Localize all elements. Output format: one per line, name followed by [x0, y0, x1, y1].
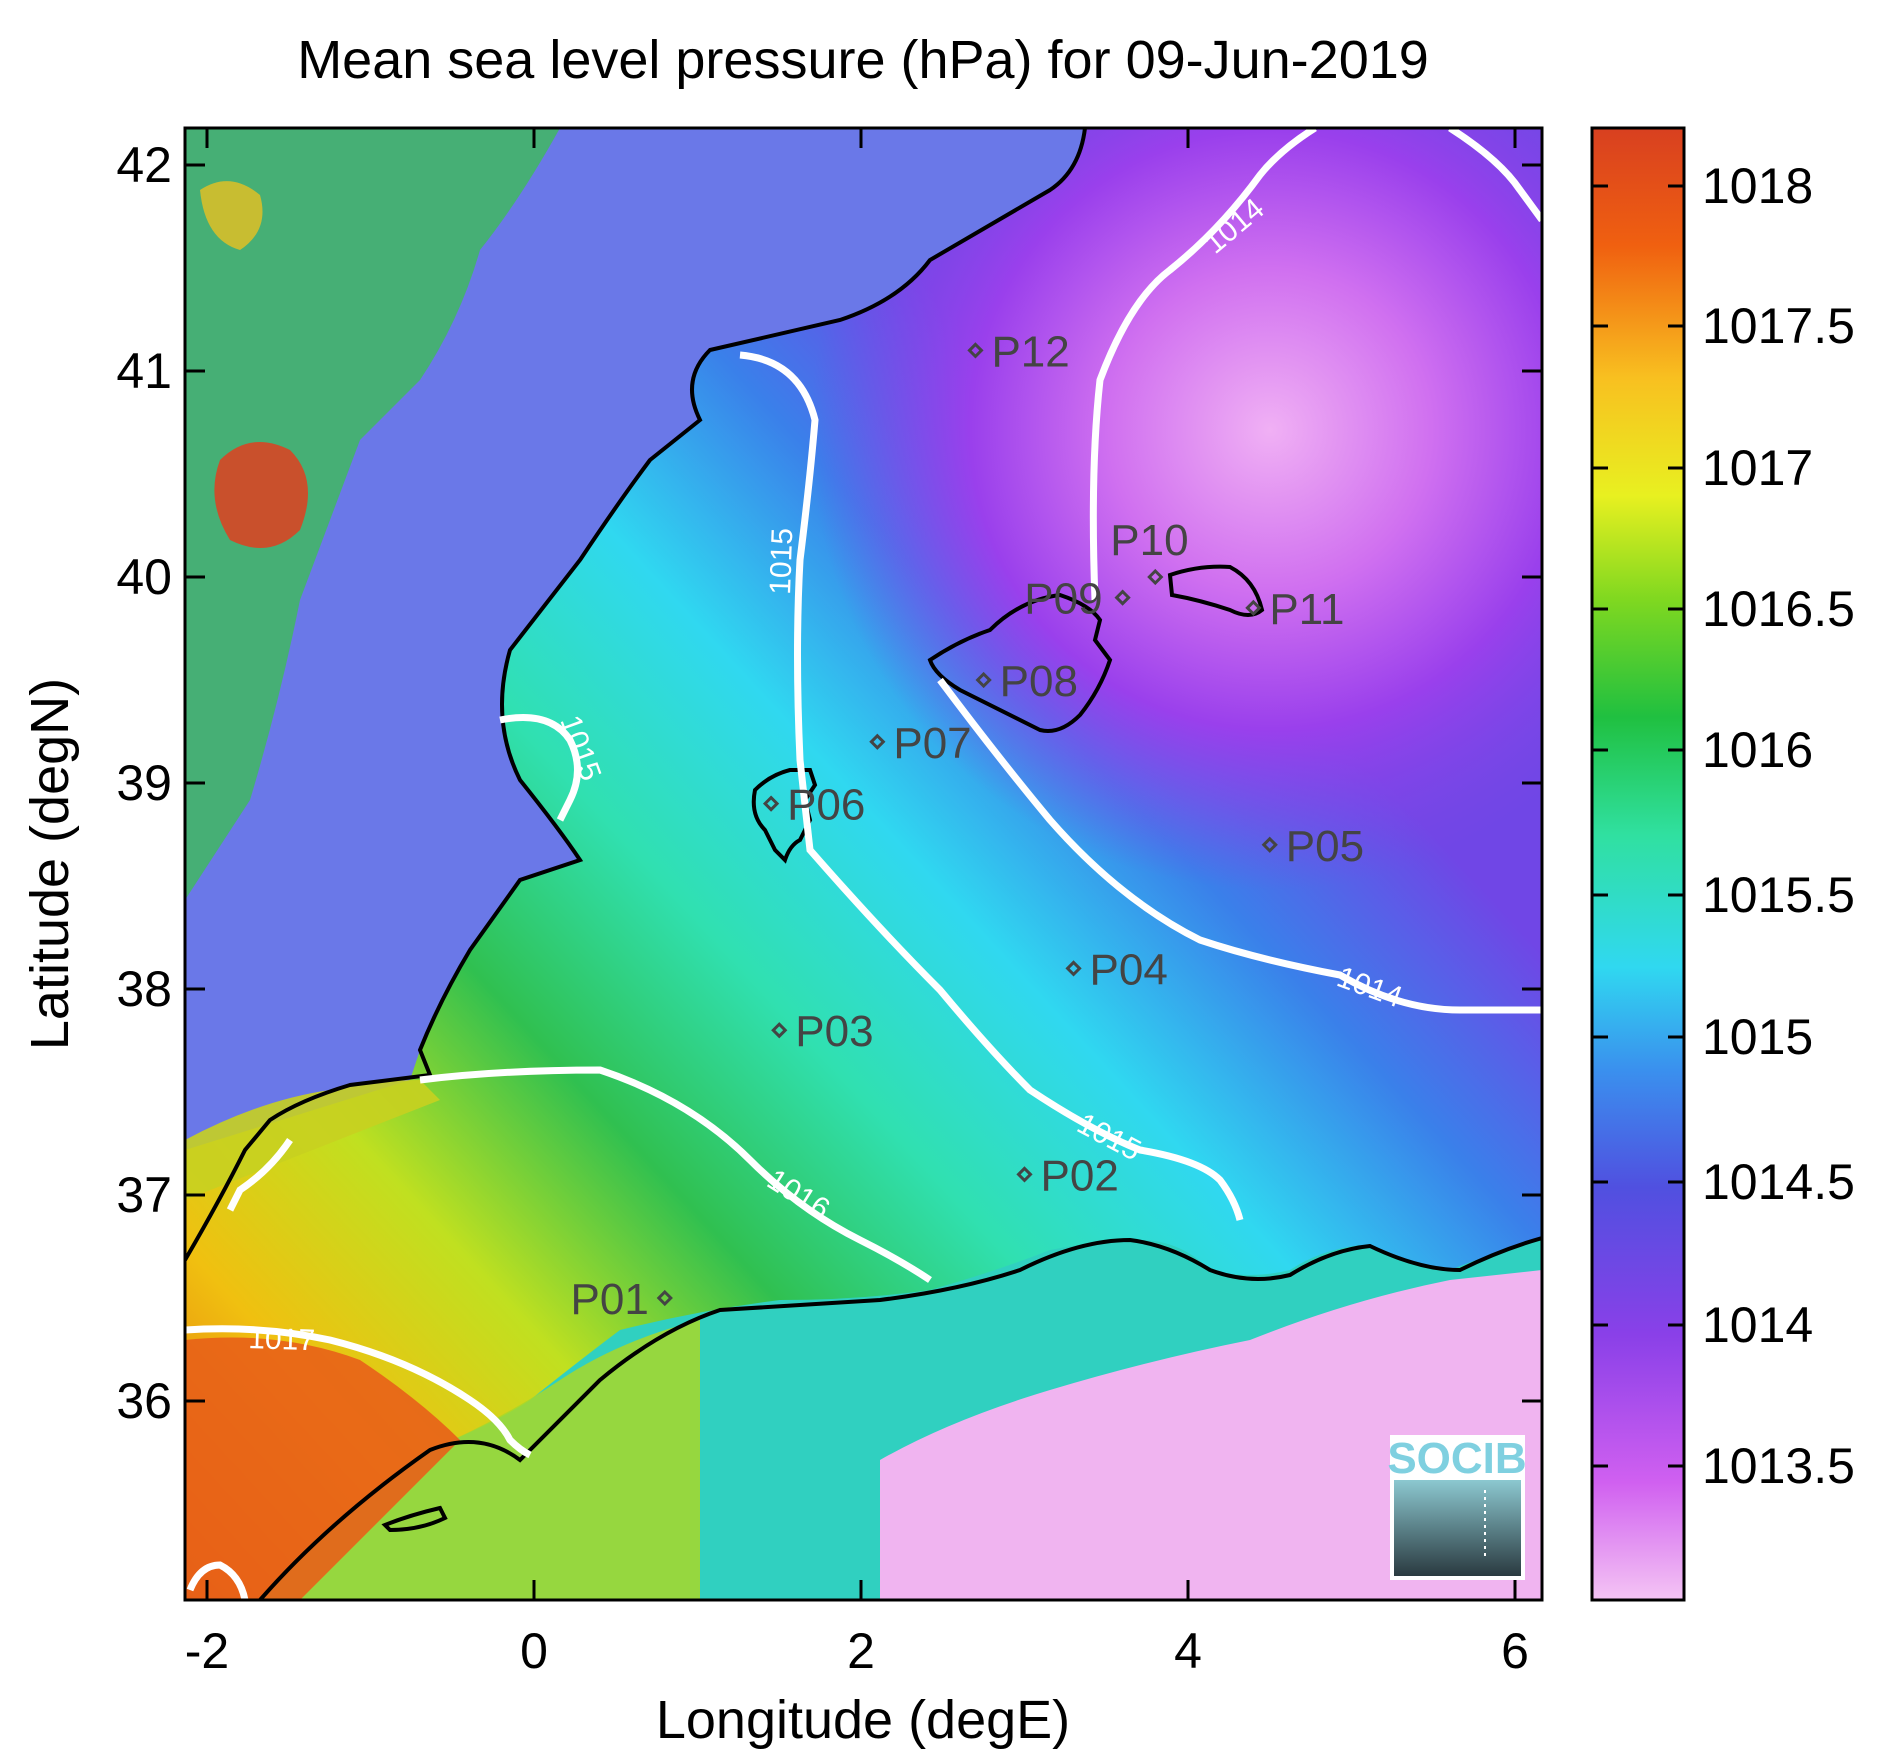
station-label: P01 — [571, 1275, 649, 1324]
land-africa-sw — [185, 1337, 460, 1600]
land-africa-desert — [880, 1270, 1542, 1600]
logo-sea — [1394, 1480, 1521, 1576]
axis-ticks — [185, 128, 1542, 1600]
contour-1015-main — [739, 351, 1244, 1221]
y-tick-label: 39 — [116, 755, 172, 811]
x-axis-label: Longitude (degE) — [656, 1690, 1070, 1750]
station-marker — [771, 1022, 788, 1039]
station-label: P10 — [1110, 516, 1188, 565]
y-tick-label: 42 — [116, 137, 172, 193]
station-label: P07 — [893, 719, 971, 768]
contour-1017 — [185, 1325, 532, 1459]
station-label: P05 — [1286, 822, 1364, 871]
land-iberia-peaks — [214, 442, 308, 548]
colorbar-tick-label: 1017 — [1702, 440, 1813, 496]
station-label: P11 — [1269, 585, 1344, 634]
station-marker — [762, 795, 780, 812]
station-marker — [1016, 1166, 1033, 1183]
colorbar-tick-label: 1015.5 — [1702, 867, 1855, 923]
colorbar-tick-label: 1016.5 — [1702, 581, 1855, 637]
socib-logo: SOCIB — [1387, 1434, 1527, 1580]
y-tick-label: 40 — [116, 549, 172, 605]
x-tick-label: 0 — [520, 1623, 548, 1679]
colorbar-frame — [1590, 126, 1686, 1602]
logo-text: SOCIB — [1387, 1434, 1526, 1483]
chart-title: Mean sea level pressure (hPa) for 09-Jun… — [297, 30, 1429, 90]
y-tick-label: 36 — [116, 1373, 172, 1429]
contour-1014-north — [1089, 128, 1317, 601]
coastline-ibiza — [751, 768, 818, 864]
land-iberia-south — [185, 1080, 440, 1200]
station-label: P02 — [1041, 1151, 1119, 1200]
colorbar-tick-label: 1015 — [1702, 1009, 1813, 1065]
coastline-iberia — [185, 128, 1087, 1262]
station-marker — [656, 1289, 673, 1307]
station-marker — [1147, 568, 1164, 586]
coastlines — [185, 128, 1542, 1600]
station-marker — [975, 671, 992, 689]
coastline-menorca — [1167, 564, 1265, 617]
contour-label: 1017 — [248, 1322, 316, 1357]
contours — [185, 128, 1542, 1600]
y-tick-label: 38 — [116, 961, 172, 1017]
contour-label: 1015 — [764, 527, 799, 595]
x-tick-label: 6 — [1501, 1623, 1529, 1679]
x-tick-label: 2 — [847, 1623, 875, 1679]
coastline-mallorca — [927, 592, 1113, 733]
colorbar-tick-label: 1016 — [1702, 722, 1813, 778]
colorbar-tick-label: 1014.5 — [1702, 1154, 1855, 1210]
contour-1018 — [186, 1561, 249, 1600]
y-tick-labels: 42 41 40 39 38 37 36 — [116, 137, 172, 1429]
station-marker — [1245, 599, 1262, 617]
coastline-africa — [258, 1236, 1542, 1600]
y-tick-label: 41 — [116, 343, 172, 399]
coastline-alboran — [381, 1505, 448, 1533]
station-marker — [1261, 836, 1278, 853]
land-iberia-peaks-2 — [200, 181, 263, 250]
y-axis-label: Latitude (degN) — [20, 678, 80, 1050]
station-label: P03 — [795, 1007, 873, 1056]
contour-1016-west — [226, 1138, 293, 1212]
contour-1014-south — [937, 677, 1542, 1014]
land-iberia-highlands — [185, 128, 560, 900]
station-label: P12 — [991, 327, 1069, 376]
y-tick-label: 37 — [116, 1167, 172, 1223]
station-label: P08 — [1000, 657, 1078, 706]
plot-frame — [183, 126, 1544, 1602]
colorbar-tick-label: 1013.5 — [1702, 1438, 1855, 1494]
x-tick-labels: -2 0 2 4 6 — [185, 1623, 1529, 1679]
station-marker — [869, 733, 886, 750]
contour-1015-west — [499, 714, 581, 822]
colorbar-tick-label: 1017.5 — [1702, 298, 1855, 354]
station-marker — [1065, 960, 1082, 977]
x-tick-label: 4 — [1174, 1623, 1202, 1679]
contour-1016 — [419, 1066, 932, 1283]
colorbar-ticks — [1592, 184, 1684, 1468]
station-marker — [967, 342, 984, 359]
station-label: P04 — [1090, 945, 1168, 994]
contour-1014-east — [1448, 128, 1542, 223]
x-tick-label: -2 — [185, 1623, 229, 1679]
station-label: P09 — [1024, 575, 1102, 624]
colorbar-ramp — [1592, 128, 1684, 1600]
colorbar: 1018 1017.5 1017 1016.5 1016 1015.5 1015… — [1590, 126, 1855, 1602]
colorbar-tick-label: 1014 — [1702, 1297, 1813, 1353]
plot-area — [185, 128, 1542, 1600]
station-marker — [1114, 589, 1131, 606]
station-label: P06 — [787, 781, 865, 830]
colorbar-tick-label: 1018 — [1702, 158, 1813, 214]
